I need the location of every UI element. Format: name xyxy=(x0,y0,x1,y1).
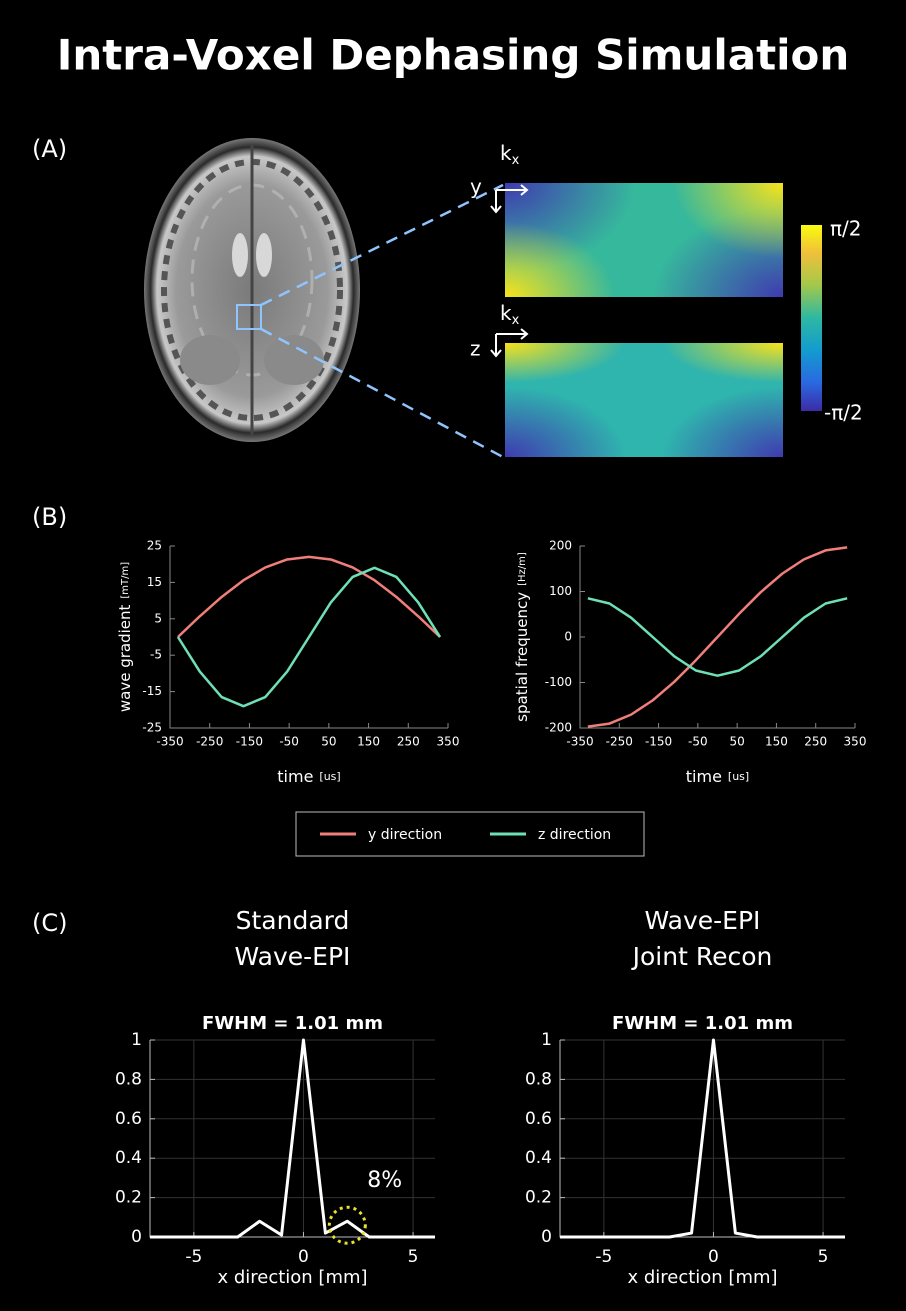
x-tick-label: -250 xyxy=(606,735,633,749)
y-tick-label: 25 xyxy=(147,539,162,553)
y-tick-label: 0.6 xyxy=(525,1109,552,1129)
y-tick-label: -25 xyxy=(142,721,162,735)
x-axis-label: x direction [mm] xyxy=(217,1267,367,1288)
x-axis-unit: [us] xyxy=(319,770,340,783)
x-tick-label: -50 xyxy=(279,735,299,749)
y-tick-label: 0.8 xyxy=(525,1069,552,1089)
annotation: 8% xyxy=(367,1168,402,1193)
y-axis-unit: [mT/m] xyxy=(120,562,131,599)
panel-label: (C) xyxy=(32,909,67,937)
figure: Intra-Voxel Dephasing Simulation (A) (B)… xyxy=(0,0,906,1311)
x-tick-label: 0 xyxy=(298,1247,309,1267)
y-tick-label: -200 xyxy=(545,721,572,735)
x-tick-label: 250 xyxy=(397,735,420,749)
panel-label: (B) xyxy=(32,503,67,531)
chart-heading: Wave-EPI xyxy=(645,906,761,935)
x-axis-label: x direction [mm] xyxy=(627,1267,777,1288)
y-axis-label-text: spatial frequency xyxy=(513,592,531,722)
chart-title: FWHM = 1.01 mm xyxy=(612,1013,793,1034)
brain-image xyxy=(144,138,360,442)
y-tick-label: 200 xyxy=(549,539,572,553)
x-tick-label: -5 xyxy=(185,1247,202,1267)
x-tick-label: 250 xyxy=(804,735,827,749)
y-tick-label: 0 xyxy=(541,1227,552,1247)
x-tick-label: -150 xyxy=(645,735,672,749)
x-tick-label: 50 xyxy=(730,735,745,749)
legend-label: y direction xyxy=(368,827,442,843)
y-axis-label-text: wave gradient xyxy=(116,605,134,713)
y-tick-label: 1 xyxy=(541,1030,552,1050)
x-axis-label: time [us] xyxy=(686,767,749,786)
y-tick-label: -15 xyxy=(142,684,162,698)
legend-label: z direction xyxy=(538,827,611,843)
chart-heading: Wave-EPI xyxy=(235,942,351,971)
x-tick-label: -250 xyxy=(196,735,223,749)
y-tick-label: 0.8 xyxy=(115,1069,142,1089)
y-tick-label: 15 xyxy=(147,575,162,589)
axis-z: z xyxy=(470,337,481,361)
x-tick-label: 150 xyxy=(765,735,788,749)
x-tick-label: -350 xyxy=(156,735,183,749)
chart-heading: Standard xyxy=(236,906,350,935)
x-axis-label: time [us] xyxy=(277,767,340,786)
chart-title: FWHM = 1.01 mm xyxy=(202,1013,383,1034)
x-tick-label: 0 xyxy=(708,1247,719,1267)
x-tick-label: 50 xyxy=(321,735,336,749)
y-tick-label: 0 xyxy=(564,630,572,644)
x-axis-label-text: time xyxy=(277,767,313,786)
panel-label: (A) xyxy=(32,135,67,163)
x-tick-label: -50 xyxy=(688,735,708,749)
y-axis-unit: [Hz/m] xyxy=(517,552,528,586)
y-tick-label: 5 xyxy=(154,611,162,625)
y-tick-label: 1 xyxy=(131,1030,142,1050)
x-tick-label: 350 xyxy=(437,735,460,749)
x-tick-label: 150 xyxy=(357,735,380,749)
colorbar-min: -π/2 xyxy=(824,401,863,425)
colorbar-max: π/2 xyxy=(830,217,862,241)
y-tick-label: -100 xyxy=(545,675,572,689)
x-tick-label: -5 xyxy=(595,1247,612,1267)
x-tick-label: 350 xyxy=(844,735,867,749)
y-tick-label: 0.2 xyxy=(525,1188,552,1208)
x-axis-unit: [us] xyxy=(728,770,749,783)
y-tick-label: 0.2 xyxy=(115,1188,142,1208)
x-tick-label: 5 xyxy=(408,1247,419,1267)
colorbar xyxy=(801,225,822,411)
x-axis-label-text: time xyxy=(686,767,722,786)
x-tick-label: -350 xyxy=(566,735,593,749)
x-tick-label: 5 xyxy=(818,1247,829,1267)
chart-heading: Joint Recon xyxy=(631,942,773,971)
y-tick-label: 0.4 xyxy=(115,1148,142,1168)
axis-y: y xyxy=(470,175,482,199)
page: Intra-Voxel Dephasing Simulation (A) (B)… xyxy=(0,0,906,1311)
y-tick-label: 0.6 xyxy=(115,1109,142,1129)
y-tick-label: 100 xyxy=(549,584,572,598)
figure-title: Intra-Voxel Dephasing Simulation xyxy=(57,31,850,80)
y-tick-label: -5 xyxy=(150,648,162,662)
y-tick-label: 0 xyxy=(131,1227,142,1247)
x-tick-label: -150 xyxy=(236,735,263,749)
y-tick-label: 0.4 xyxy=(525,1148,552,1168)
